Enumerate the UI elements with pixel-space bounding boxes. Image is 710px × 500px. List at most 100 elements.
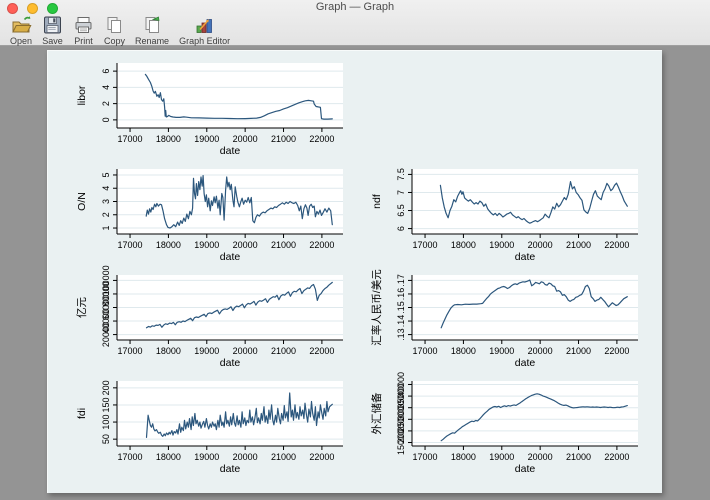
svg-text:21000: 21000 xyxy=(271,452,296,462)
subplot-yi-yuan: 20000 40000 60000 80000 100000 17000 18000 1900… xyxy=(65,265,360,371)
svg-text:date: date xyxy=(515,251,536,263)
svg-text:19000: 19000 xyxy=(489,452,514,462)
subplot-exchange-rate: .13.14.15.16.17 17000 18000 19000 20000 21000… xyxy=(360,269,655,371)
svg-text:20000: 20000 xyxy=(233,346,258,356)
svg-text:.17: .17 xyxy=(396,274,406,287)
copy-pages-icon xyxy=(107,17,122,33)
svg-text:60000: 60000 xyxy=(101,295,111,320)
svg-text:2: 2 xyxy=(101,101,111,106)
svg-text:18000: 18000 xyxy=(451,240,476,250)
graph-editor-icon xyxy=(196,19,212,33)
svg-text:18000: 18000 xyxy=(156,452,181,462)
save-label: Save xyxy=(42,36,63,46)
svg-text:3: 3 xyxy=(101,199,111,204)
svg-text:17000: 17000 xyxy=(118,240,143,250)
title-bar: Graph — Graph xyxy=(0,0,710,14)
copy-button[interactable]: Copy xyxy=(99,15,130,46)
svg-text:50: 50 xyxy=(101,434,111,444)
subplot-libor: 0 2 4 6 17000 18000 19000 20000 21000 22000 libor d… xyxy=(65,59,360,159)
svg-text:7: 7 xyxy=(396,190,406,195)
window-header: Graph — Graph Open xyxy=(0,0,710,46)
svg-text:18000: 18000 xyxy=(451,346,476,356)
svg-text:亿元: 亿元 xyxy=(75,297,88,318)
svg-text:date: date xyxy=(515,357,536,369)
svg-text:21000: 21000 xyxy=(566,452,591,462)
svg-text:21000: 21000 xyxy=(271,240,296,250)
svg-text:150: 150 xyxy=(101,397,111,412)
svg-text:21000: 21000 xyxy=(271,346,296,356)
chart-svg: 1 2 3 4 5 17000 18000 19000 20000 21000 22000 O/N da… xyxy=(76,169,343,263)
svg-text:20000: 20000 xyxy=(396,418,406,443)
traffic-lights xyxy=(7,3,58,14)
content-area: 0 2 4 6 17000 18000 19000 20000 21000 22000 libor d… xyxy=(0,46,710,500)
svg-text:date: date xyxy=(220,357,241,369)
svg-text:22000: 22000 xyxy=(309,346,334,356)
svg-text:7.5: 7.5 xyxy=(396,168,406,181)
svg-text:25000: 25000 xyxy=(396,407,406,432)
svg-text:.14: .14 xyxy=(396,315,406,328)
open-button[interactable]: Open xyxy=(5,15,37,46)
svg-text:30000: 30000 xyxy=(396,395,406,420)
rename-button[interactable]: Rename xyxy=(130,15,174,46)
svg-text:21000: 21000 xyxy=(271,134,296,144)
svg-text:O/N: O/N xyxy=(76,192,88,211)
svg-text:汇率人民币/美元: 汇率人民币/美元 xyxy=(370,269,383,346)
svg-text:18000: 18000 xyxy=(156,134,181,144)
svg-text:20000: 20000 xyxy=(233,134,258,144)
svg-text:1: 1 xyxy=(101,226,111,231)
zoom-window-button[interactable] xyxy=(47,3,58,14)
svg-text:19000: 19000 xyxy=(489,240,514,250)
subplot-grid: 0 2 4 6 17000 18000 19000 20000 21000 22000 libor d… xyxy=(65,59,655,483)
save-button[interactable]: Save xyxy=(37,15,68,46)
svg-text:date: date xyxy=(220,251,241,263)
svg-text:外汇储备: 外汇储备 xyxy=(370,392,383,434)
svg-text:4: 4 xyxy=(101,85,111,90)
svg-text:17000: 17000 xyxy=(413,452,438,462)
svg-text:40000: 40000 xyxy=(101,309,111,334)
svg-text:ndf: ndf xyxy=(371,194,383,209)
svg-text:6.5: 6.5 xyxy=(396,204,406,217)
svg-text:20000: 20000 xyxy=(528,240,553,250)
window-title: Graph — Graph xyxy=(315,1,395,13)
svg-text:.16: .16 xyxy=(396,288,406,301)
svg-text:21000: 21000 xyxy=(566,346,591,356)
close-window-button[interactable] xyxy=(7,3,18,14)
svg-text:21000: 21000 xyxy=(566,240,591,250)
svg-text:5: 5 xyxy=(101,172,111,177)
graph-canvas: 0 2 4 6 17000 18000 19000 20000 21000 22000 libor d… xyxy=(47,50,662,493)
graph-editor-button[interactable]: Graph Editor xyxy=(174,15,235,46)
svg-text:17000: 17000 xyxy=(118,452,143,462)
svg-text:20000: 20000 xyxy=(233,452,258,462)
chart-svg: 50 100 150 200 17000 18000 19000 20000 21000 2200… xyxy=(76,380,343,475)
rename-label: Rename xyxy=(135,36,170,46)
svg-text:19000: 19000 xyxy=(489,346,514,356)
svg-text:libor: libor xyxy=(76,85,88,105)
svg-text:20000: 20000 xyxy=(101,322,111,347)
svg-text:19000: 19000 xyxy=(194,346,219,356)
svg-text:.13: .13 xyxy=(396,328,406,341)
svg-text:200: 200 xyxy=(101,380,111,395)
subplot-on-rate: 1 2 3 4 5 17000 18000 19000 20000 21000 22000 O/N da… xyxy=(65,165,360,265)
svg-text:.15: .15 xyxy=(396,301,406,314)
svg-text:20000: 20000 xyxy=(233,240,258,250)
open-folder-icon xyxy=(11,16,32,33)
rename-page-icon xyxy=(145,16,159,33)
print-button[interactable]: Print xyxy=(68,15,99,46)
svg-text:17000: 17000 xyxy=(118,134,143,144)
svg-text:6: 6 xyxy=(101,69,111,74)
svg-text:0: 0 xyxy=(101,117,111,122)
svg-text:20000: 20000 xyxy=(528,452,553,462)
minimize-window-button[interactable] xyxy=(27,3,38,14)
svg-text:2: 2 xyxy=(101,212,111,217)
svg-text:date: date xyxy=(220,145,241,157)
svg-text:19000: 19000 xyxy=(194,240,219,250)
subplot-ndf: 6 6.5 7 7.5 17000 18000 19000 20000 21000 22000 nd… xyxy=(360,165,655,265)
svg-text:100: 100 xyxy=(101,415,111,430)
svg-text:22000: 22000 xyxy=(309,134,334,144)
svg-text:date: date xyxy=(220,463,241,475)
svg-text:17000: 17000 xyxy=(118,346,143,356)
svg-text:100000: 100000 xyxy=(101,265,111,295)
save-floppy-icon xyxy=(44,16,62,34)
